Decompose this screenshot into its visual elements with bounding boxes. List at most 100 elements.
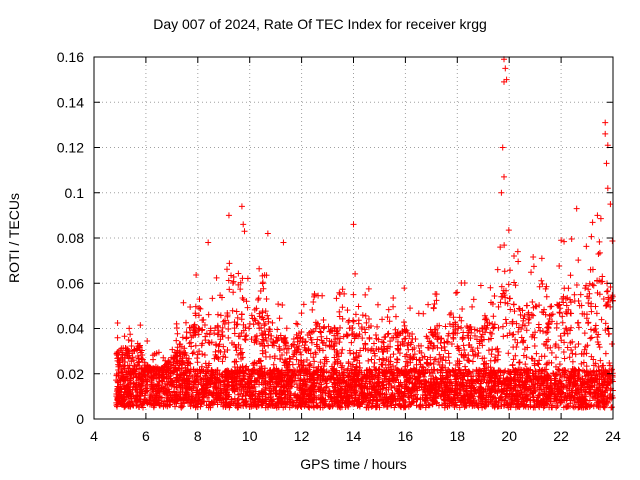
data-point <box>286 398 293 405</box>
data-point <box>308 336 315 343</box>
data-point <box>235 281 242 288</box>
data-point <box>511 308 518 315</box>
data-point <box>284 345 291 352</box>
data-point <box>536 283 543 290</box>
data-point <box>118 351 125 358</box>
data-point <box>357 347 364 354</box>
data-point <box>162 364 169 371</box>
data-point <box>270 339 277 346</box>
data-point <box>582 397 589 404</box>
data-point <box>606 362 613 369</box>
data-point <box>199 386 206 393</box>
data-point <box>550 370 557 377</box>
data-point <box>200 316 207 323</box>
data-point <box>493 398 500 405</box>
data-point <box>365 357 372 364</box>
data-point <box>242 333 249 340</box>
data-point <box>497 393 504 400</box>
data-point <box>349 317 356 324</box>
data-point <box>308 339 315 346</box>
data-point <box>318 381 325 388</box>
data-point <box>113 399 120 406</box>
data-point <box>589 369 596 376</box>
data-point <box>581 311 588 318</box>
data-point <box>187 360 194 367</box>
data-point <box>168 383 175 390</box>
data-point <box>147 373 154 380</box>
data-point <box>436 351 443 358</box>
data-point <box>199 326 206 333</box>
data-point <box>320 339 327 346</box>
data-point <box>576 302 583 309</box>
data-point <box>588 326 595 333</box>
data-point <box>297 372 304 379</box>
data-point <box>528 269 535 276</box>
data-point <box>147 394 154 401</box>
data-point <box>173 350 180 357</box>
data-point <box>262 331 269 338</box>
data-point <box>149 352 156 359</box>
data-point <box>319 369 326 376</box>
data-point <box>528 355 535 362</box>
data-point <box>595 341 602 348</box>
data-point <box>511 393 518 400</box>
data-point <box>178 402 185 409</box>
data-point <box>344 307 351 314</box>
data-point <box>506 267 513 274</box>
data-point <box>545 321 552 328</box>
data-point <box>164 401 171 408</box>
data-point <box>353 332 360 339</box>
data-point <box>258 330 265 337</box>
data-point <box>474 345 481 352</box>
data-point <box>572 351 579 358</box>
data-point <box>225 277 232 284</box>
data-point <box>341 366 348 373</box>
data-point <box>140 400 147 407</box>
data-point <box>465 357 472 364</box>
data-point <box>382 333 389 340</box>
data-point <box>197 368 204 375</box>
data-point <box>580 359 587 366</box>
data-point <box>489 403 496 410</box>
data-point <box>588 233 595 240</box>
data-point <box>529 370 536 377</box>
data-point <box>288 378 295 385</box>
data-point <box>303 357 310 364</box>
data-point <box>531 384 538 391</box>
data-point <box>385 386 392 393</box>
data-point <box>306 377 313 384</box>
data-point <box>382 361 389 368</box>
data-point <box>337 360 344 367</box>
data-point <box>602 372 609 379</box>
data-point <box>545 323 552 330</box>
data-point <box>603 302 610 309</box>
data-point <box>435 382 442 389</box>
data-point <box>331 384 338 391</box>
data-point <box>511 279 518 286</box>
data-point <box>219 324 226 331</box>
data-point <box>524 396 531 403</box>
data-point <box>477 282 484 289</box>
data-point <box>541 375 548 382</box>
data-point <box>369 376 376 383</box>
data-point <box>305 345 312 352</box>
data-point <box>396 388 403 395</box>
data-point <box>219 332 226 339</box>
data-point <box>504 332 511 339</box>
data-point <box>558 373 565 380</box>
data-point <box>361 326 368 333</box>
data-point <box>437 355 444 362</box>
data-point <box>592 322 599 329</box>
data-point <box>154 387 161 394</box>
data-point <box>372 332 379 339</box>
data-point <box>145 369 152 376</box>
data-point <box>317 359 324 366</box>
data-point <box>267 381 274 388</box>
data-point <box>357 364 364 371</box>
data-point <box>519 322 526 329</box>
data-point <box>244 304 251 311</box>
data-point <box>247 400 254 407</box>
data-point <box>424 344 431 351</box>
data-point <box>407 352 414 359</box>
data-point <box>476 340 483 347</box>
